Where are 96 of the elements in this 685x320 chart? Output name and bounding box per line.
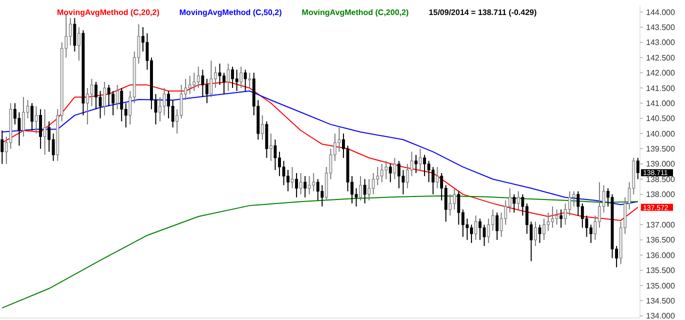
candlestick [188,75,192,95]
candlestick [376,166,380,186]
candlestick [34,106,38,134]
candlestick [90,78,94,107]
candlestick [363,178,366,204]
y-tick-label: 139.000 [646,160,676,169]
candlestick [22,96,25,138]
candlestick [162,87,166,116]
candlestick [482,224,486,246]
candlestick [384,160,388,180]
candlestick [299,172,302,195]
text: MovingAvgMethod (C,200,2) [302,8,409,17]
y-tick-label: 134.500 [646,296,676,306]
candlestick [235,69,238,92]
candlestick [555,209,558,226]
candlestick [560,209,563,228]
y-tick-label: 140.000 [646,129,676,138]
candlestick [180,84,183,119]
candlestick [77,26,80,62]
candlestick [487,218,490,244]
candlestick [82,30,85,116]
y-tick-label: 136.000 [646,250,676,260]
y-tick-label: 143.000 [646,38,676,48]
candlestick [338,126,341,152]
y-tick-label: 141.000 [646,98,676,108]
candlestick [312,172,316,192]
candlestick [534,221,537,246]
candlestick [406,163,409,189]
y-tick-label: 138.500 [646,174,676,184]
candlestick [48,120,51,152]
y-tick-label: 135.500 [646,266,676,276]
candlestick [418,148,422,171]
candlestick [39,108,42,150]
y-tick-label: 136.500 [646,236,676,245]
candlestick [9,102,12,150]
candlestick [359,176,362,201]
candlestick [282,160,286,186]
y-tick-label: 144.000 [646,8,676,17]
candlestick [393,157,396,180]
line-series [2,90,638,206]
candlestick [414,154,418,174]
annotation: 15/09/2014 = 138.711 (-0.429) [428,8,538,17]
candlestick [201,69,204,98]
candlestick [103,81,106,116]
candlestick [474,215,478,240]
text: MovingAvgMethod (C,50,2) [179,8,282,17]
candlestick [320,184,324,207]
candlestick [316,178,320,201]
y-tick-label: 143.500 [646,22,676,32]
candlestick [470,224,473,244]
candlestick [448,194,452,216]
y-tick-label: 135.000 [646,281,676,290]
y-tick-label: 142.000 [646,68,676,78]
candlestick [196,66,200,88]
y-tick-label: 142.500 [646,53,676,62]
candlestick [231,66,234,88]
candlestick [496,212,499,240]
candlestick [43,108,46,156]
candlestick [546,212,550,232]
candlestick [68,18,72,46]
candlestick [538,224,542,244]
candlestick [269,133,272,162]
candlestick [86,87,89,125]
candlestick [372,172,375,195]
y-tick-label: 137.000 [646,220,676,230]
candlestick [290,166,294,189]
y-tick-label: 138.000 [646,190,676,200]
candlestick [274,139,277,171]
candlestick [260,114,264,140]
candlestick [452,188,456,210]
candlestick [18,112,21,146]
candlestick [226,63,230,92]
candlestick [240,66,243,88]
candlestick [0,130,4,164]
candlestick [304,176,307,198]
text: MovingAvgMethod (C,20,2) [57,8,160,17]
candlestick [295,172,298,198]
candlestick [368,178,371,201]
candlestick [205,78,208,104]
candlestick [244,69,247,92]
candlestick [516,190,520,210]
y-tick-label: 141.500 [646,84,676,93]
y-tick-label: 134.000 [646,312,676,320]
candlestick [30,102,34,132]
candlestick [568,190,572,216]
candlestick [116,84,119,110]
candlestick [436,166,439,189]
candlestick [192,72,196,92]
candlestick [248,72,252,88]
candlestick [218,63,222,86]
candlestick [73,18,76,52]
candlestick [380,163,384,183]
candlestick [308,176,311,195]
candlestick [551,206,554,228]
y-tick-label: 140.500 [646,114,676,124]
y-tick-label: 139.500 [646,144,676,154]
